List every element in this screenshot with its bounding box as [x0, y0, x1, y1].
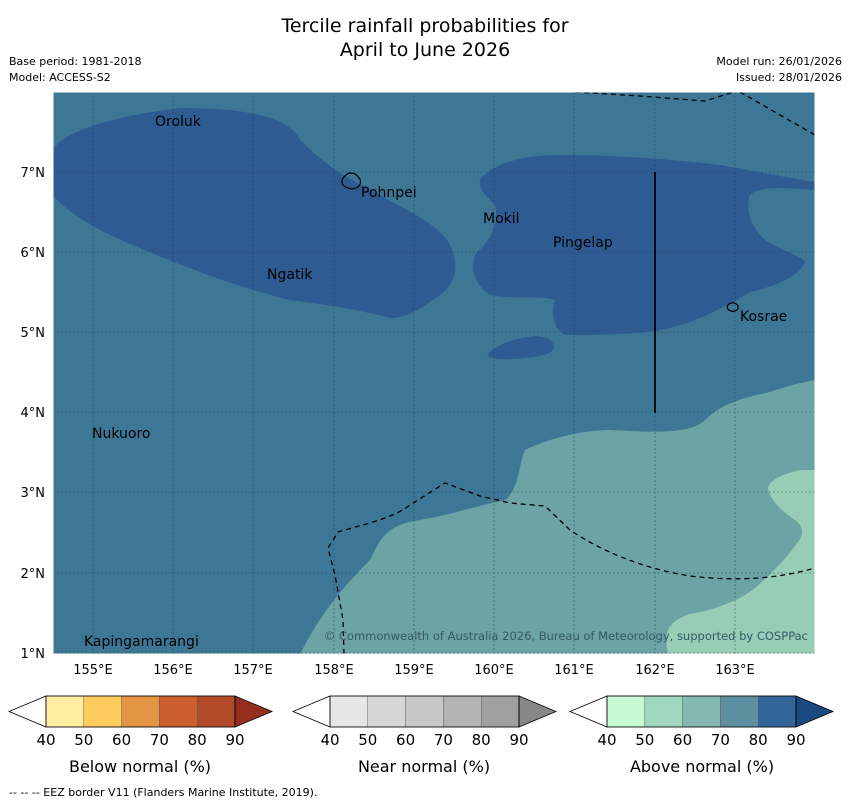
colorbar-tick: 90	[786, 731, 805, 749]
map-frame	[52, 91, 816, 655]
colorbar-tick: 70	[434, 731, 453, 749]
colorbar-segment	[443, 695, 482, 728]
place-label-pingelap: Pingelap	[553, 235, 613, 251]
place-label-pohnpei: Pohnpei	[361, 185, 417, 201]
colorbar-segment	[329, 695, 368, 728]
colorbar-tick: 80	[188, 731, 207, 749]
eez-border-northeast	[739, 92, 815, 136]
x-tick-label: 160°E	[474, 663, 514, 678]
colorbar-segment	[405, 695, 444, 728]
kosrae-island-outline	[726, 302, 739, 312]
x-tick-label: 158°E	[314, 663, 354, 678]
colorbar-label-near: Near normal (%)	[358, 757, 490, 776]
colorbar-segment	[367, 695, 406, 728]
x-tick-label: 162°E	[635, 663, 675, 678]
colorbar-low-extend	[568, 695, 608, 728]
colorbar-low-extend	[7, 695, 47, 728]
colorbar-high-extend	[234, 695, 274, 728]
colorbar-segment	[720, 695, 759, 728]
colorbar-segment	[196, 695, 236, 728]
eez-border-north	[574, 92, 736, 102]
eez-footer-note: -- -- -- EEZ border V11 (Flanders Marine…	[9, 786, 318, 799]
colorbar-segment	[159, 695, 198, 728]
colorbar-tick: 90	[509, 731, 528, 749]
y-tick-label: 5°N	[21, 326, 46, 341]
y-tick-label: 6°N	[21, 246, 46, 261]
region-above-80-small	[487, 336, 554, 360]
pohnpei-island-outline	[341, 172, 362, 190]
colorbar-label-above: Above normal (%)	[630, 757, 774, 776]
colorbar-low-extend	[291, 695, 331, 728]
model-run: Model run: 26/01/2026	[716, 55, 842, 68]
y-axis-ticks: 7°N 6°N 5°N 4°N 3°N 2°N 1°N	[21, 166, 46, 662]
colorbar-tick: 50	[358, 731, 377, 749]
x-tick-label: 161°E	[554, 663, 594, 678]
colorbar-tick: 50	[635, 731, 654, 749]
model-name: Model: ACCESS-S2	[9, 71, 111, 84]
colorbar-tick: 40	[597, 731, 616, 749]
colorbar-tick: 40	[36, 731, 55, 749]
region-above-60	[300, 380, 815, 654]
colorbar-high-extend	[518, 695, 558, 728]
x-tick-label: 155°E	[73, 663, 113, 678]
y-tick-label: 1°N	[21, 647, 46, 662]
x-tick-label: 157°E	[233, 663, 273, 678]
colorbar-segment	[45, 695, 84, 728]
map-title-line2: April to June 2026	[339, 39, 511, 61]
place-label-kosrae: Kosrae	[740, 309, 787, 325]
colorbar-tick: 40	[320, 731, 339, 749]
colorbar-tick: 80	[749, 731, 768, 749]
y-tick-label: 7°N	[21, 166, 46, 181]
colorbar-tick: 60	[112, 731, 131, 749]
y-tick-label: 3°N	[21, 486, 46, 501]
colorbar-segment	[606, 695, 645, 728]
colorbars: 40 50 60 70 80 90 40 50 60 70 80 90 40 50 60 70 80 90	[7, 695, 835, 749]
colorbar-tick: 60	[673, 731, 692, 749]
x-axis-ticks: 155°E 156°E 157°E 158°E 159°E 160°E 161°E 162°E…	[73, 663, 755, 678]
colorbar-segment	[121, 695, 160, 728]
colorbar-high-extend	[795, 695, 835, 728]
colorbar-tick: 50	[74, 731, 93, 749]
x-tick-label: 163°E	[715, 663, 755, 678]
region-above-50	[666, 470, 815, 654]
colorbar-label-below: Below normal (%)	[69, 757, 211, 776]
colorbar-tick: 70	[150, 731, 169, 749]
map-title-line1: Tercile rainfall probabilities for	[281, 15, 569, 37]
base-period: Base period: 1981-2018	[9, 55, 142, 68]
colorbar-segment	[644, 695, 683, 728]
place-label-oroluk: Oroluk	[155, 114, 202, 130]
place-label-mokil: Mokil	[483, 211, 520, 227]
colorbar-tick: 70	[711, 731, 730, 749]
place-label-nukuoro: Nukuoro	[92, 426, 150, 442]
place-label-kapingamarangi: Kapingamarangi	[84, 634, 199, 650]
y-tick-label: 2°N	[21, 567, 46, 582]
colorbar-segment	[682, 695, 721, 728]
x-tick-label: 159°E	[394, 663, 434, 678]
colorbar-segment	[481, 695, 520, 728]
region-above-80-west	[53, 108, 456, 318]
colorbar-segment	[758, 695, 797, 728]
colorbar-tick: 60	[396, 731, 415, 749]
copyright-text: © Commonwealth of Australia 2026, Bureau…	[324, 629, 808, 643]
x-tick-label: 156°E	[153, 663, 193, 678]
place-label-ngatik: Ngatik	[267, 267, 313, 283]
y-tick-label: 4°N	[21, 406, 46, 421]
colorbar-segment	[83, 695, 122, 728]
region-above-80-east	[473, 155, 815, 335]
colorbar-tick: 90	[225, 731, 244, 749]
eez-borders	[327, 92, 815, 654]
eez-border-south	[327, 482, 815, 654]
issued-date: Issued: 28/01/2026	[735, 71, 842, 84]
colorbar-tick: 80	[472, 731, 491, 749]
